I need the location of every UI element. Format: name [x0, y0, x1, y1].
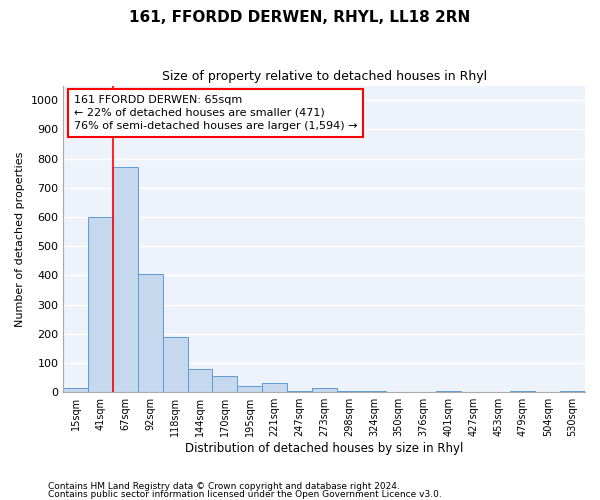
- Bar: [337, 390, 361, 392]
- Bar: [287, 390, 312, 392]
- Bar: [212, 376, 237, 392]
- Bar: [262, 384, 287, 392]
- Text: Contains public sector information licensed under the Open Government Licence v3: Contains public sector information licen…: [48, 490, 442, 499]
- Bar: [64, 388, 88, 392]
- Bar: [560, 390, 585, 392]
- Text: 161, FFORDD DERWEN, RHYL, LL18 2RN: 161, FFORDD DERWEN, RHYL, LL18 2RN: [130, 10, 470, 25]
- Bar: [361, 390, 386, 392]
- X-axis label: Distribution of detached houses by size in Rhyl: Distribution of detached houses by size …: [185, 442, 463, 455]
- Bar: [138, 274, 163, 392]
- Y-axis label: Number of detached properties: Number of detached properties: [15, 151, 25, 326]
- Title: Size of property relative to detached houses in Rhyl: Size of property relative to detached ho…: [161, 70, 487, 83]
- Text: 161 FFORDD DERWEN: 65sqm
← 22% of detached houses are smaller (471)
76% of semi-: 161 FFORDD DERWEN: 65sqm ← 22% of detach…: [74, 95, 358, 131]
- Bar: [88, 217, 113, 392]
- Bar: [237, 386, 262, 392]
- Bar: [436, 390, 461, 392]
- Bar: [163, 336, 188, 392]
- Bar: [188, 370, 212, 392]
- Text: Contains HM Land Registry data © Crown copyright and database right 2024.: Contains HM Land Registry data © Crown c…: [48, 482, 400, 491]
- Bar: [511, 390, 535, 392]
- Bar: [113, 168, 138, 392]
- Bar: [312, 388, 337, 392]
